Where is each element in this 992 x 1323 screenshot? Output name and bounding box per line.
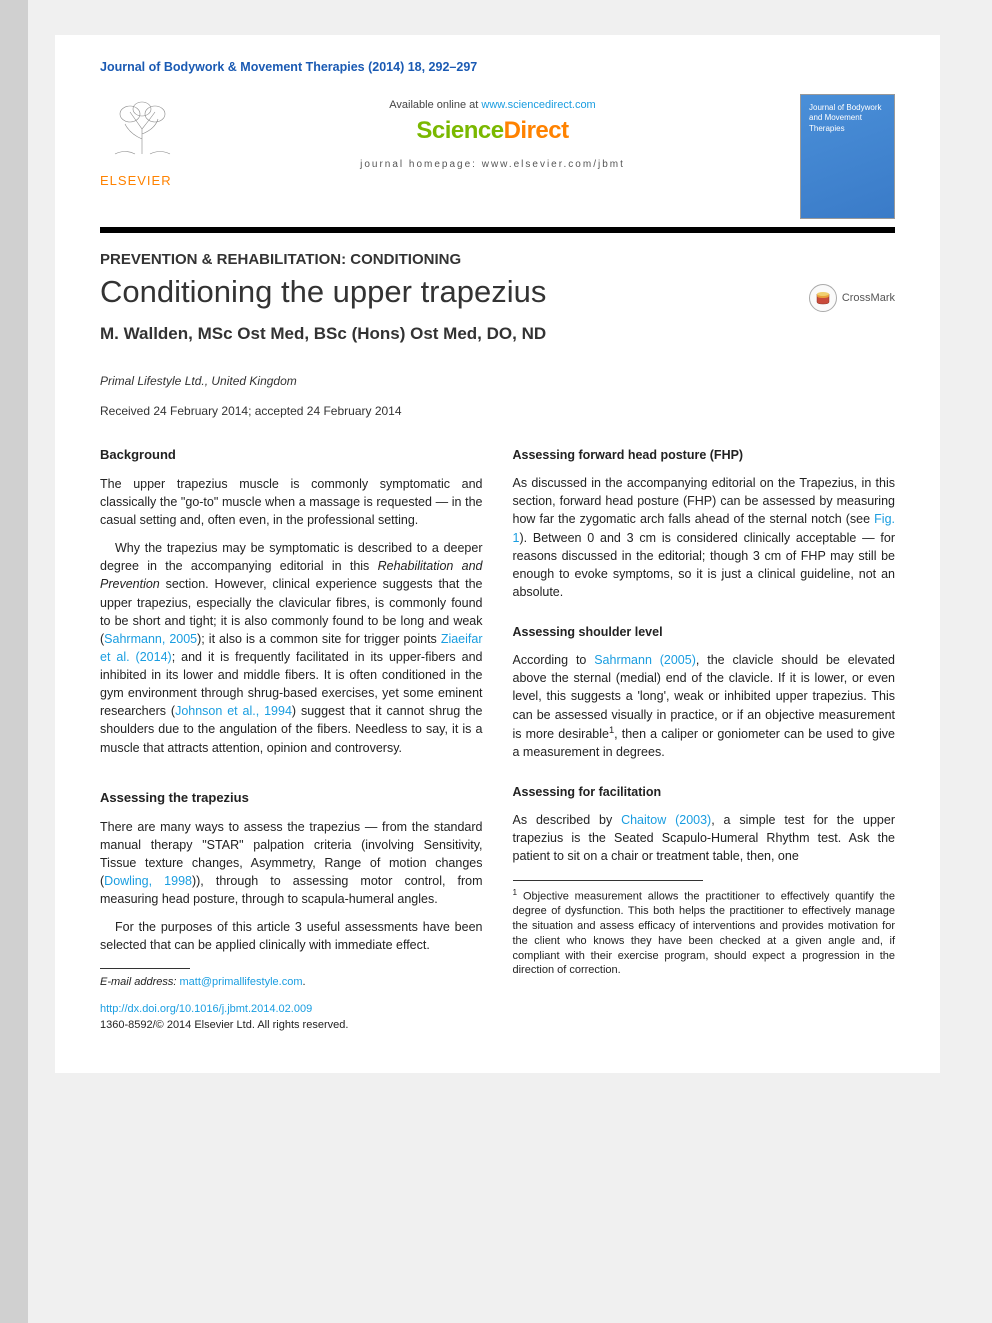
para-assess-2: For the purposes of this article 3 usefu… — [100, 918, 483, 954]
section-kicker: PREVENTION & REHABILITATION: CONDITIONIN… — [100, 251, 895, 268]
text-span: As described by — [513, 813, 622, 827]
sidebar-strip: PREVENTION & REHABILITATION: CONDITIONIN… — [0, 0, 28, 1323]
heading-facilitation: Assessing for facilitation — [513, 783, 896, 801]
heading-shoulder-level: Assessing shoulder level — [513, 623, 896, 641]
doi-block: http://dx.doi.org/10.1016/j.jbmt.2014.02… — [100, 1002, 483, 1033]
heading-fhp: Assessing forward head posture (FHP) — [513, 446, 896, 464]
para-bg-1: The upper trapezius muscle is commonly s… — [100, 475, 483, 529]
citation-link[interactable]: Johnson et al., 1994 — [175, 704, 292, 718]
footnote-text: Objective measurement allows the practit… — [513, 890, 896, 976]
crossmark-badge[interactable]: CrossMark — [809, 284, 895, 312]
issn-copyright: 1360-8592/© 2014 Elsevier Ltd. All right… — [100, 1019, 348, 1031]
footnote-rule — [513, 880, 703, 881]
left-column: Background The upper trapezius muscle is… — [100, 446, 483, 1033]
sciencedirect-url[interactable]: www.sciencedirect.com — [481, 99, 595, 111]
footnote-rule — [100, 968, 190, 969]
available-online-line: Available online at www.sciencedirect.co… — [200, 99, 785, 111]
crossmark-label: CrossMark — [842, 292, 895, 304]
heading-assessing-trapezius: Assessing the trapezius — [100, 789, 483, 808]
para-assess-1: There are many ways to assess the trapez… — [100, 818, 483, 909]
sd-logo-right: Direct — [504, 117, 569, 144]
author-line: M. Wallden, MSc Ost Med, BSc (Hons) Ost … — [100, 324, 895, 344]
para-bg-2: Why the trapezius may be symptomatic is … — [100, 539, 483, 757]
publisher-header: ELSEVIER Available online at www.science… — [100, 94, 895, 219]
article-dates: Received 24 February 2014; accepted 24 F… — [100, 404, 895, 418]
journal-homepage: journal homepage: www.elsevier.com/jbmt — [200, 159, 785, 170]
email-label: E-mail address: — [100, 976, 179, 988]
author-email[interactable]: matt@primallifestyle.com — [179, 976, 302, 988]
affiliation: Primal Lifestyle Ltd., United Kingdom — [100, 374, 895, 388]
journal-cover-thumbnail: Journal of Bodywork and Movement Therapi… — [800, 94, 895, 219]
para-shoulder: According to Sahrmann (2005), the clavic… — [513, 651, 896, 761]
sciencedirect-logo: ScienceDirect — [200, 117, 785, 145]
text-span: ); it also is a common site for trigger … — [197, 632, 441, 646]
header-rule — [100, 227, 895, 233]
citation-link[interactable]: Chaitow (2003) — [621, 813, 711, 827]
page-content: Journal of Bodywork & Movement Therapies… — [55, 35, 940, 1073]
title-row: Conditioning the upper trapezius CrossMa… — [100, 274, 895, 324]
journal-reference: Journal of Bodywork & Movement Therapies… — [100, 60, 895, 74]
para-facilitation: As described by Chaitow (2003), a simple… — [513, 811, 896, 865]
elsevier-tree-icon — [100, 94, 185, 164]
doi-link[interactable]: http://dx.doi.org/10.1016/j.jbmt.2014.02… — [100, 1003, 312, 1015]
sd-logo-left: Science — [416, 117, 503, 144]
text-span: As discussed in the accompanying editori… — [513, 476, 896, 526]
citation-link[interactable]: Sahrmann (2005) — [594, 653, 696, 667]
text-span: . — [303, 976, 306, 988]
citation-link[interactable]: Dowling, 1998 — [104, 874, 192, 888]
crossmark-icon — [809, 284, 837, 312]
sidebar-section-label: PREVENTION & REHABILITATION: CONDITIONIN… — [0, 573, 4, 1293]
elsevier-wordmark: ELSEVIER — [100, 173, 185, 188]
para-fhp: As discussed in the accompanying editori… — [513, 474, 896, 601]
citation-link[interactable]: Sahrmann, 2005 — [104, 632, 197, 646]
cover-title: Journal of Bodywork and Movement Therapi… — [809, 103, 886, 134]
heading-background: Background — [100, 446, 483, 465]
email-footnote: E-mail address: matt@primallifestyle.com… — [100, 975, 483, 990]
article-title: Conditioning the upper trapezius — [100, 274, 546, 310]
body-columns: Background The upper trapezius muscle is… — [100, 446, 895, 1033]
elsevier-logo: ELSEVIER — [100, 94, 185, 188]
text-span: According to — [513, 653, 595, 667]
header-center: Available online at www.sciencedirect.co… — [200, 94, 785, 170]
text-span: ). Between 0 and 3 cm is considered clin… — [513, 531, 896, 599]
footnote-1: 1 Objective measurement allows the pract… — [513, 887, 896, 979]
available-prefix: Available online at — [389, 99, 481, 111]
right-column: Assessing forward head posture (FHP) As … — [513, 446, 896, 1033]
